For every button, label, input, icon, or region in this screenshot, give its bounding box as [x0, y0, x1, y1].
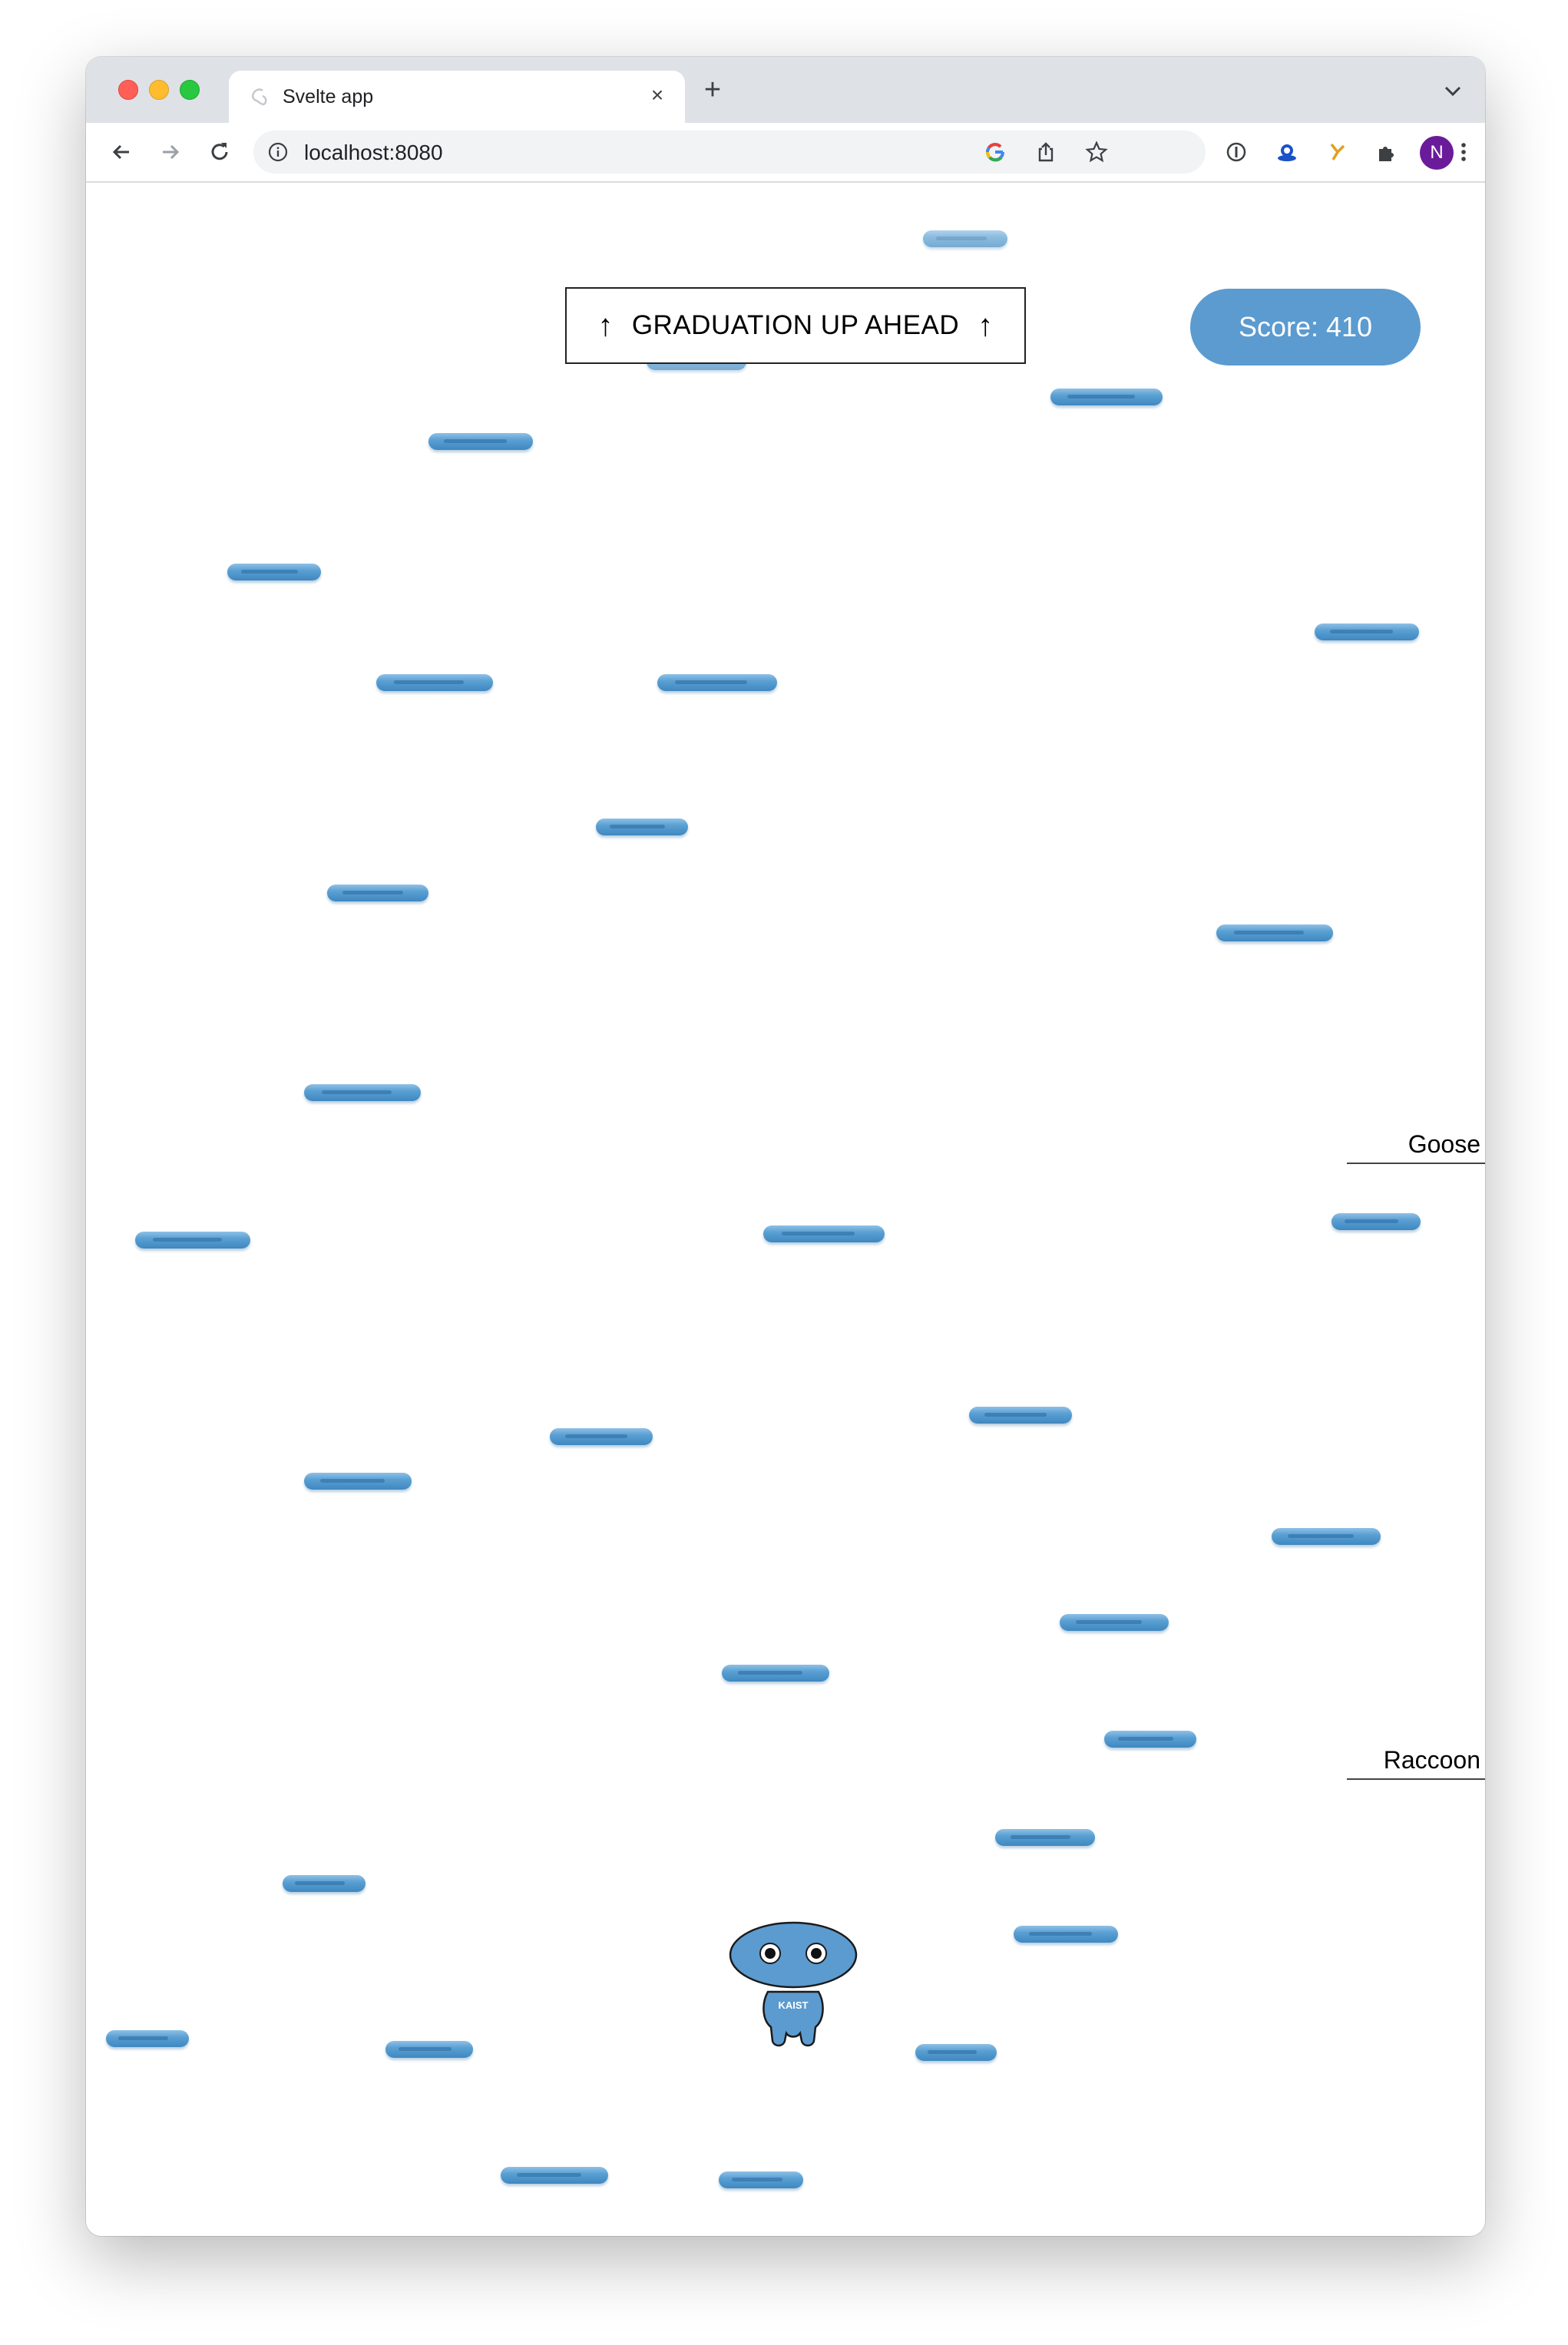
- platform: [327, 885, 428, 901]
- tab-bar: Svelte app × +: [86, 57, 1485, 123]
- share-icon[interactable]: [1032, 138, 1060, 166]
- platform: [1331, 1213, 1421, 1230]
- browser-toolbar: localhost:8080: [86, 123, 1485, 183]
- platform: [923, 230, 1007, 247]
- tab-svelte-app[interactable]: Svelte app ×: [229, 71, 685, 123]
- platform: [227, 564, 321, 580]
- platform: [385, 2041, 473, 2058]
- reload-button[interactable]: [203, 135, 237, 169]
- url-text[interactable]: localhost:8080: [304, 141, 443, 164]
- banner-text: GRADUATION UP AHEAD: [631, 310, 960, 340]
- platform: [969, 1407, 1072, 1424]
- google-icon[interactable]: [981, 138, 1009, 166]
- platform: [550, 1428, 653, 1445]
- chevron-down-icon[interactable]: [1439, 77, 1467, 104]
- close-tab-icon[interactable]: ×: [650, 83, 664, 107]
- platform: [1050, 389, 1163, 405]
- goose-line: [1347, 1163, 1485, 1164]
- game-canvas[interactable]: ↑ GRADUATION UP AHEAD ↑ Score: 410 Goose…: [86, 183, 1485, 2236]
- platform: [283, 1875, 366, 1892]
- browser-window: Svelte app × +: [86, 57, 1485, 2236]
- extensions-puzzle-icon[interactable]: [1370, 135, 1404, 169]
- svelte-favicon-icon: [251, 88, 267, 106]
- platform: [106, 2030, 189, 2047]
- raccoon-line: [1347, 1778, 1485, 1780]
- up-arrow-icon: ↑: [978, 308, 994, 342]
- forward-button[interactable]: [154, 135, 187, 169]
- close-window-button[interactable]: [118, 80, 138, 100]
- profile-avatar[interactable]: N: [1420, 136, 1454, 170]
- score-badge: Score: 410: [1190, 289, 1421, 365]
- goose-label: Goose: [1408, 1130, 1480, 1158]
- platform: [915, 2044, 997, 2061]
- platform: [1216, 924, 1333, 941]
- platform: [1315, 623, 1419, 640]
- platform: [763, 1225, 885, 1242]
- extension-orange-icon[interactable]: [1321, 135, 1355, 169]
- platform: [135, 1232, 250, 1249]
- platform: [1104, 1731, 1196, 1748]
- graduation-banner: ↑ GRADUATION UP AHEAD ↑: [565, 287, 1026, 364]
- extension-blue-icon[interactable]: [1270, 135, 1304, 169]
- platform: [501, 2167, 608, 2184]
- platform: [1272, 1528, 1381, 1545]
- platform: [304, 1084, 421, 1101]
- bookmark-star-icon[interactable]: [1083, 138, 1110, 166]
- platform: [719, 2171, 803, 2188]
- platform: [657, 674, 777, 691]
- back-button[interactable]: [104, 135, 138, 169]
- raccoon-label: Raccoon: [1383, 1746, 1480, 1774]
- platform: [722, 1665, 829, 1682]
- info-icon[interactable]: [267, 141, 289, 163]
- forward-arrow-icon: [163, 144, 180, 160]
- platform: [1014, 1926, 1118, 1943]
- address-bar[interactable]: localhost:8080: [253, 131, 1206, 174]
- maximize-window-button[interactable]: [180, 80, 200, 100]
- mascot-shirt-text: KAIST: [779, 1999, 809, 2011]
- minimize-window-button[interactable]: [149, 80, 169, 100]
- platform: [376, 674, 493, 691]
- reload-icon: [211, 143, 228, 160]
- platform: [304, 1473, 412, 1490]
- platform: [995, 1829, 1095, 1846]
- password-manager-icon[interactable]: [1219, 135, 1253, 169]
- platform: [428, 433, 533, 450]
- kaist-mascot-character: KAIST: [729, 1921, 858, 2047]
- up-arrow-icon: ↑: [597, 308, 614, 342]
- platform: [596, 819, 688, 835]
- tab-title: Svelte app: [283, 86, 374, 107]
- new-tab-button[interactable]: +: [703, 74, 722, 106]
- platform: [1060, 1614, 1169, 1631]
- menu-kebab-icon[interactable]: [1447, 135, 1480, 169]
- back-arrow-icon: [112, 144, 129, 160]
